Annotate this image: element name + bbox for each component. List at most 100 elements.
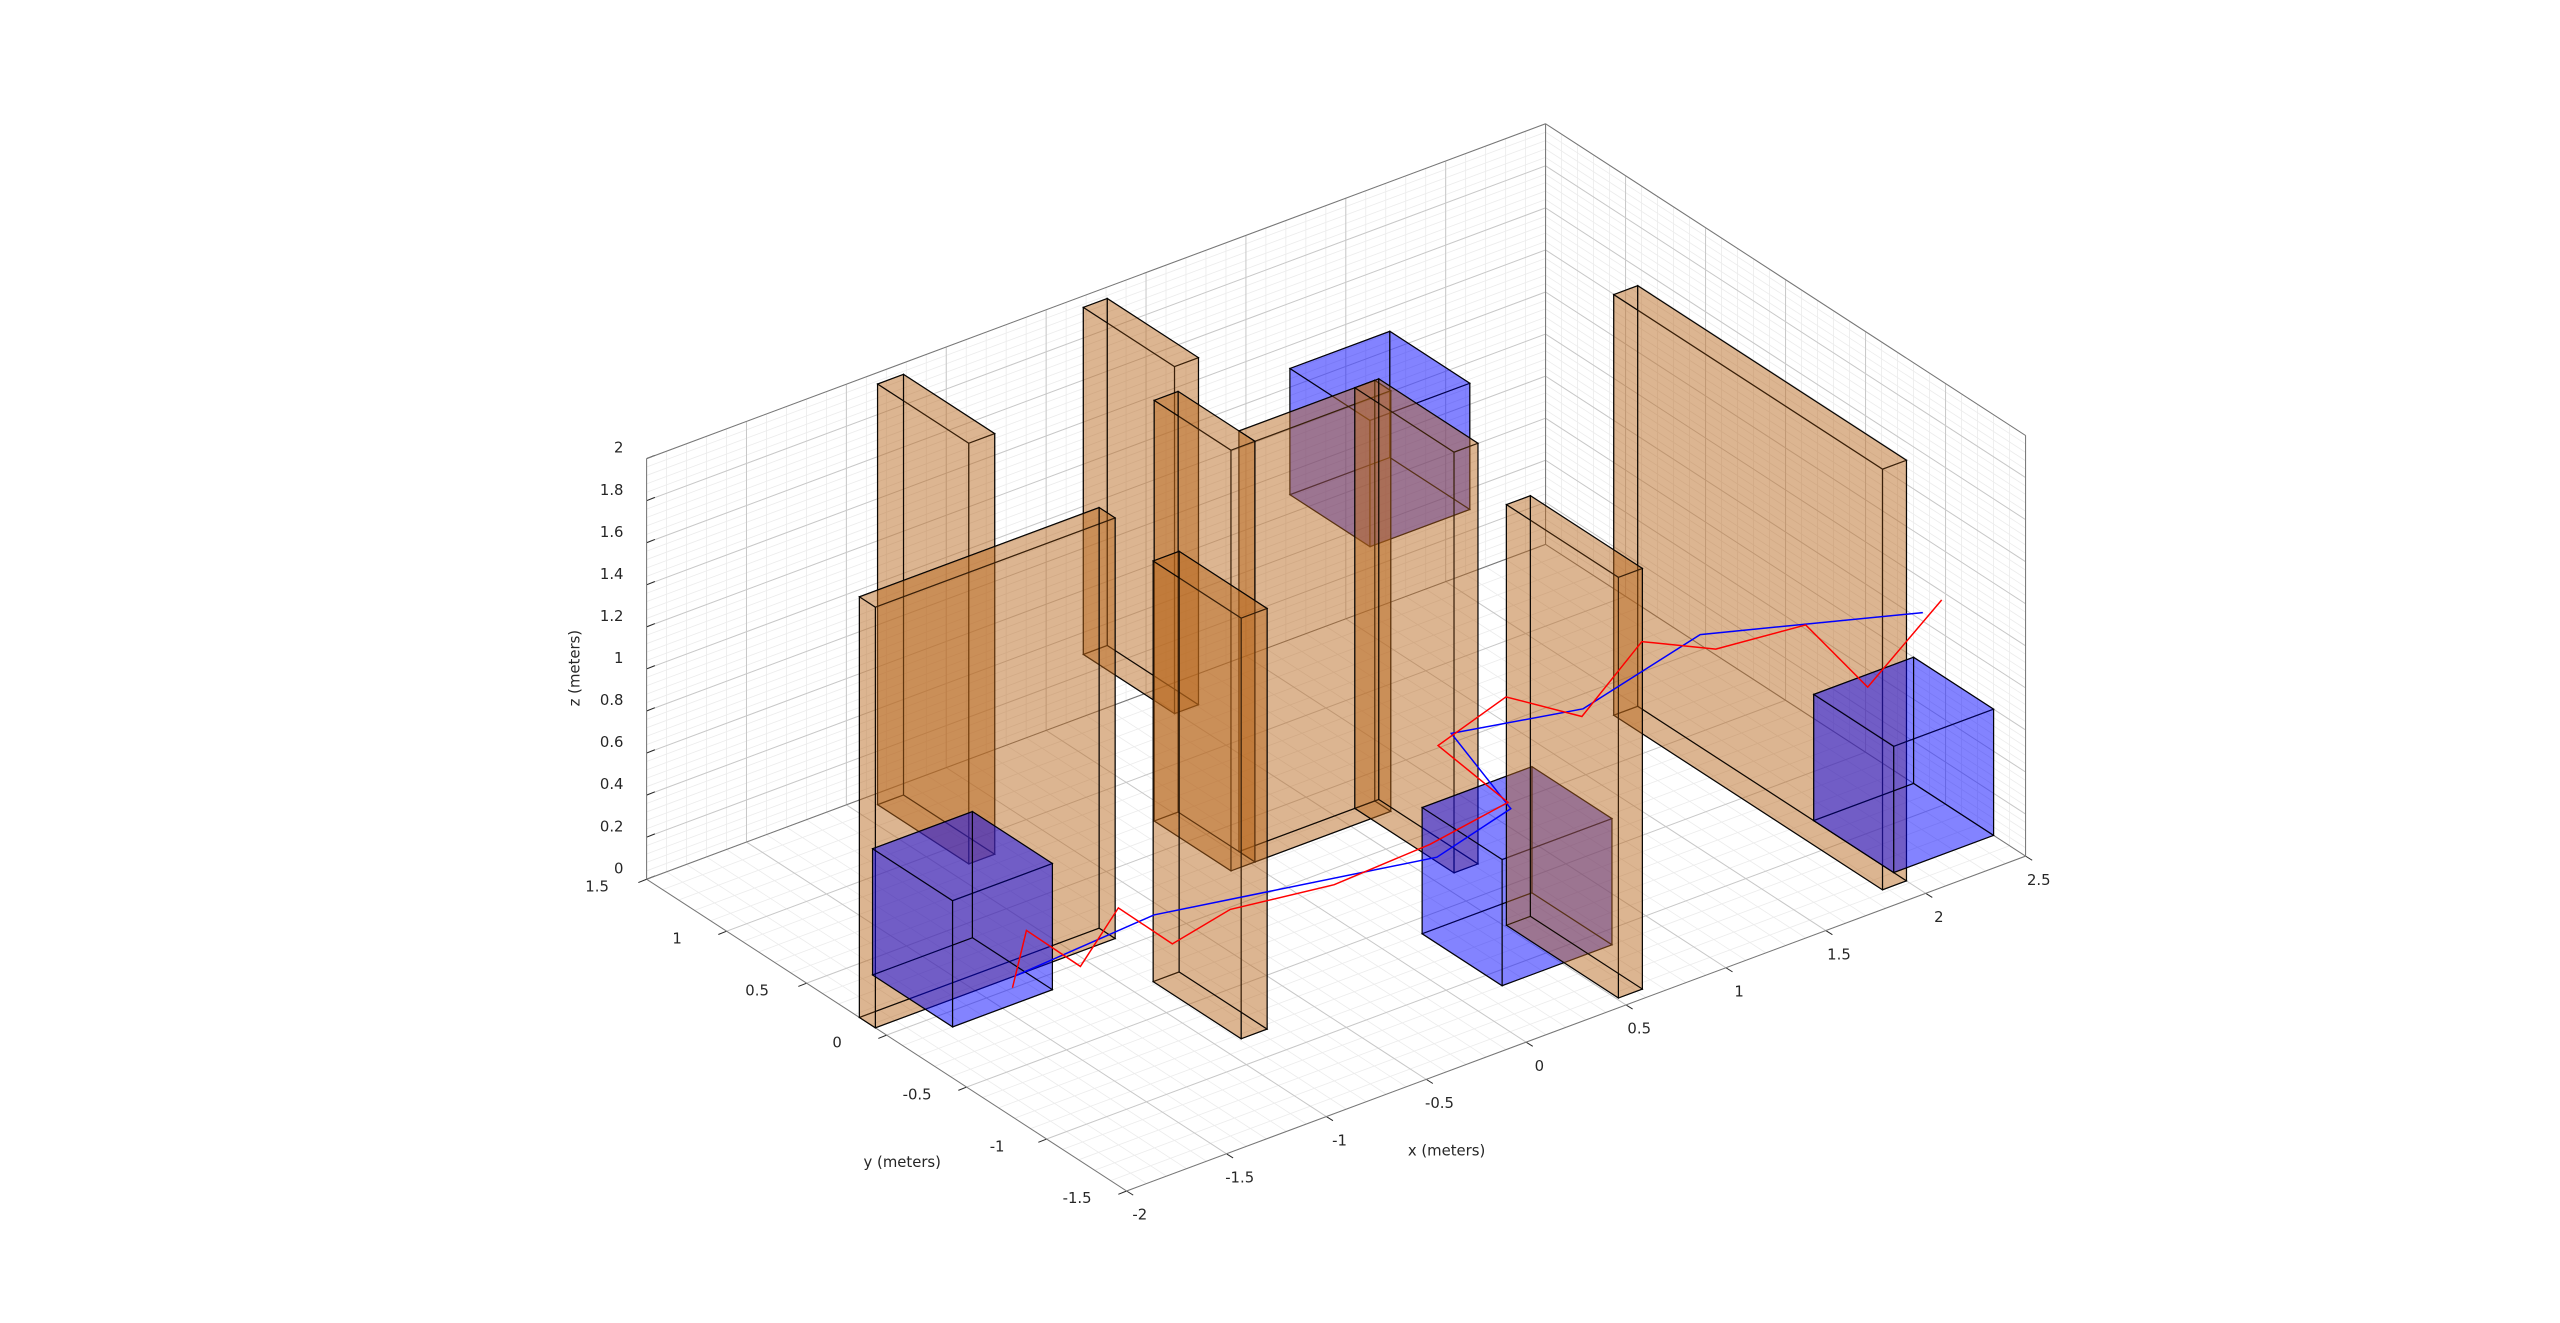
obstacle (1151, 550, 1269, 1040)
minor-grid-line (646, 148, 1546, 485)
minor-grid-line (646, 274, 1546, 611)
obstacle-face (1637, 284, 1908, 882)
x-tick-label: 1.5 (1827, 946, 1851, 963)
tick-mark (1625, 1004, 1633, 1010)
plot-area (858, 284, 1995, 1040)
y-tick-label: 1 (672, 930, 681, 947)
minor-grid-line (646, 283, 1546, 619)
minor-grid-line (646, 241, 1546, 577)
obstacle-face (1613, 293, 1884, 891)
obstacle-face (902, 373, 996, 856)
grid-line (1545, 375, 2026, 689)
tick-mark (646, 749, 656, 754)
obstacle (1082, 297, 1200, 715)
x-tick-label: 0 (1535, 1058, 1544, 1075)
minor-grid-line (646, 485, 1546, 821)
x-tick-label: 2 (1934, 909, 1943, 926)
grid-line (1545, 333, 2026, 647)
z-tick-label: 0.2 (600, 818, 624, 835)
minor-grid-line (950, 741, 1850, 1078)
y-tick-label: 0.5 (745, 982, 769, 999)
obstacle (1812, 656, 1995, 874)
axis-line (646, 123, 1546, 460)
grid-line (1545, 291, 2026, 605)
obstacle-face (1421, 806, 1503, 987)
tick-mark (1126, 1190, 1134, 1196)
tick-mark (646, 791, 656, 796)
minor-grid-line (934, 731, 1834, 1067)
minor-grid-line (646, 434, 1546, 771)
tick-mark (2025, 855, 2033, 861)
tick-mark (1226, 1153, 1234, 1159)
obstacle (876, 373, 996, 865)
tick-mark (1038, 1138, 1047, 1143)
tick-mark (646, 538, 656, 544)
tick-mark (958, 1086, 967, 1091)
minor-grid-line (918, 720, 1818, 1057)
z-tick-label: 1.2 (600, 608, 624, 625)
y-tick-label: -1 (990, 1138, 1005, 1155)
minor-grid-line (998, 772, 1898, 1109)
minor-grid-line (646, 384, 1546, 720)
tick-mark (646, 623, 656, 628)
y-tick-label: -0.5 (903, 1086, 932, 1103)
obstacle (1237, 379, 1393, 864)
tick-mark (878, 1034, 887, 1039)
grid-line (646, 165, 1546, 502)
minor-grid-line (646, 518, 1546, 855)
minor-grid-line (646, 308, 1546, 645)
obstacle-face (1153, 399, 1232, 872)
minor-grid-line (646, 535, 1546, 872)
minor-grid-line (662, 554, 1562, 891)
tick-mark (646, 496, 656, 502)
grid-line (1046, 803, 1946, 1140)
minor-grid-line (1078, 824, 1978, 1161)
obstacle-face (1912, 656, 1995, 837)
trajectory (1011, 599, 1943, 988)
axis-line (1545, 123, 2026, 436)
z-tick-label: 0.8 (600, 692, 624, 709)
obstacle-face (1177, 390, 1256, 864)
minor-grid-line (646, 443, 1546, 779)
grid-line (646, 459, 1546, 796)
minor-grid-line (742, 606, 1642, 942)
grid-line (1545, 501, 2026, 815)
obstacle-face (1378, 377, 1479, 865)
grid-line (1545, 165, 2026, 478)
obstacle (1420, 765, 1614, 987)
obstacle-face (1152, 559, 1242, 1040)
minor-grid-line (678, 564, 1578, 901)
tick-mark (1326, 1116, 1334, 1122)
tick-mark (1525, 1041, 1533, 1047)
tick-mark (646, 665, 656, 670)
minor-grid-line (646, 190, 1546, 527)
minor-grid-line (646, 476, 1546, 813)
obstacle-face (1178, 550, 1268, 1031)
z-tick-label: 1 (614, 650, 623, 667)
grid-line (646, 501, 1546, 838)
minor-grid-line (646, 232, 1546, 569)
obstacle-face (1289, 367, 1371, 548)
minor-grid-line (646, 224, 1546, 560)
x-tick-label: -1.5 (1225, 1170, 1254, 1187)
minor-grid-line (1094, 834, 1994, 1171)
tick-mark (646, 581, 656, 586)
minor-grid-line (646, 350, 1546, 687)
grid-line (646, 249, 1546, 586)
minor-grid-line (646, 300, 1546, 636)
minor-grid-line (646, 510, 1546, 846)
grid-line (646, 375, 1546, 712)
obstacle-face (876, 382, 970, 865)
grid-line (726, 595, 1626, 932)
minor-grid-line (646, 131, 1546, 468)
trajectory (1013, 611, 1923, 978)
minor-grid-line (646, 400, 1546, 737)
obstacle-face (1082, 306, 1176, 715)
obstacle (1353, 377, 1480, 874)
minor-grid-line (646, 266, 1546, 603)
z-tick-label: 0.6 (600, 734, 624, 751)
y-axis-label: y (meters) (864, 1154, 941, 1171)
z-tick-label: 0.4 (600, 776, 624, 793)
x-tick-label: 0.5 (1627, 1021, 1651, 1038)
